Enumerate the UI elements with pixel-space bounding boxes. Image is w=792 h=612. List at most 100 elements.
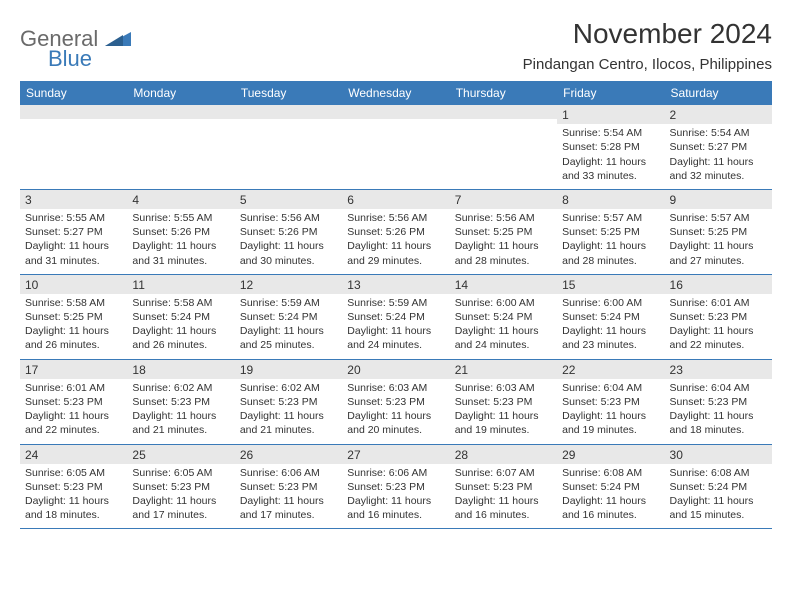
sunrise-text: Sunrise: 6:00 AM [455,296,552,310]
logo-block: General Blue [20,26,131,72]
day-header-monday: Monday [127,81,234,105]
sunrise-text: Sunrise: 6:03 AM [347,381,444,395]
day-number: 12 [235,275,342,294]
page-title: November 2024 [523,18,772,50]
header-row: General Blue November 2024 Pindangan Cen… [20,18,772,73]
sunrise-text: Sunrise: 5:54 AM [562,126,659,140]
daylight-text: Daylight: 11 hours and 16 minutes. [347,494,444,522]
day-number: 29 [557,445,664,464]
sunrise-text: Sunrise: 6:02 AM [240,381,337,395]
day-number: 5 [235,190,342,209]
day-cell: 12 Sunrise: 5:59 AMSunset: 5:24 PMDayligh… [235,274,342,359]
day-number: 16 [665,275,772,294]
day-cell: 9Sunrise: 5:57 AMSunset: 5:25 PMDaylight… [665,189,772,274]
daylight-text: Daylight: 11 hours and 30 minutes. [240,239,337,267]
day-number: 14 [450,275,557,294]
day-number: 7 [450,190,557,209]
day-number: 24 [20,445,127,464]
day-header-sunday: Sunday [20,81,127,105]
day-cell [235,105,342,189]
sunset-text: Sunset: 5:25 PM [25,310,122,324]
day-number: 30 [665,445,772,464]
sunset-text: Sunset: 5:24 PM [240,310,337,324]
sunset-text: Sunset: 5:23 PM [670,310,767,324]
daylight-text: Daylight: 11 hours and 20 minutes. [347,409,444,437]
daylight-text: Daylight: 11 hours and 18 minutes. [25,494,122,522]
day-number: 20 [342,360,449,379]
daylight-text: Daylight: 11 hours and 16 minutes. [562,494,659,522]
daylight-text: Daylight: 11 hours and 27 minutes. [670,239,767,267]
day-cell: 10Sunrise: 5:58 AMSunset: 5:25 PMDayligh… [20,274,127,359]
day-number: 1 [557,105,664,124]
day-cell: 19 Sunrise: 6:02 AMSunset: 5:23 PMDayligh… [235,359,342,444]
sunset-text: Sunset: 5:23 PM [25,395,122,409]
day-cell: 5Sunrise: 5:56 AMSunset: 5:26 PMDaylight… [235,189,342,274]
daylight-text: Daylight: 11 hours and 25 minutes. [240,324,337,352]
sunset-text: Sunset: 5:23 PM [132,480,229,494]
week-row: 10Sunrise: 5:58 AMSunset: 5:25 PMDayligh… [20,274,772,359]
sunrise-text: Sunrise: 5:56 AM [455,211,552,225]
sunrise-text: Sunrise: 5:54 AM [670,126,767,140]
daylight-text: Daylight: 11 hours and 23 minutes. [562,324,659,352]
sunrise-text: Sunrise: 6:03 AM [455,381,552,395]
daylight-text: Daylight: 11 hours and 21 minutes. [240,409,337,437]
sunrise-text: Sunrise: 6:08 AM [670,466,767,480]
sunset-text: Sunset: 5:25 PM [455,225,552,239]
sunrise-text: Sunrise: 5:58 AM [25,296,122,310]
day-cell: 2Sunrise: 5:54 AMSunset: 5:27 PMDaylight… [665,105,772,189]
sunrise-text: Sunrise: 5:55 AM [25,211,122,225]
sunset-text: Sunset: 5:23 PM [347,395,444,409]
day-number: 4 [127,190,234,209]
daylight-text: Daylight: 11 hours and 31 minutes. [25,239,122,267]
sunset-text: Sunset: 5:24 PM [347,310,444,324]
day-header-saturday: Saturday [665,81,772,105]
daylight-text: Daylight: 11 hours and 28 minutes. [562,239,659,267]
day-number: 19 [235,360,342,379]
day-cell: 7 Sunrise: 5:56 AMSunset: 5:25 PMDaylight… [450,189,557,274]
day-cell: 11Sunrise: 5:58 AMSunset: 5:24 PMDayligh… [127,274,234,359]
sunrise-text: Sunrise: 5:56 AM [240,211,337,225]
day-number: 8 [557,190,664,209]
sunrise-text: Sunrise: 6:00 AM [562,296,659,310]
sunset-text: Sunset: 5:28 PM [562,140,659,154]
daylight-text: Daylight: 11 hours and 31 minutes. [132,239,229,267]
day-number: 2 [665,105,772,124]
day-cell: 15Sunrise: 6:00 AMSunset: 5:24 PMDayligh… [557,274,664,359]
day-number: 17 [20,360,127,379]
day-header-wednesday: Wednesday [342,81,449,105]
sunrise-text: Sunrise: 5:58 AM [132,296,229,310]
week-row: 24Sunrise: 6:05 AMSunset: 5:23 PMDayligh… [20,444,772,529]
calendar-page: General Blue November 2024 Pindangan Cen… [0,0,792,539]
sunset-text: Sunset: 5:27 PM [670,140,767,154]
day-cell: 13Sunrise: 5:59 AMSunset: 5:24 PMDayligh… [342,274,449,359]
daylight-text: Daylight: 11 hours and 24 minutes. [455,324,552,352]
sunrise-text: Sunrise: 6:04 AM [562,381,659,395]
sunrise-text: Sunrise: 5:57 AM [562,211,659,225]
brand-logo: General Blue [20,26,131,72]
day-number: 15 [557,275,664,294]
sunrise-text: Sunrise: 5:59 AM [240,296,337,310]
sunrise-text: Sunrise: 5:55 AM [132,211,229,225]
day-cell: 6Sunrise: 5:56 AMSunset: 5:26 PMDaylight… [342,189,449,274]
day-cell [450,105,557,189]
sunset-text: Sunset: 5:23 PM [670,395,767,409]
sunset-text: Sunset: 5:23 PM [455,395,552,409]
daylight-text: Daylight: 11 hours and 18 minutes. [670,409,767,437]
sunset-text: Sunset: 5:27 PM [25,225,122,239]
sunset-text: Sunset: 5:23 PM [25,480,122,494]
daylight-text: Daylight: 11 hours and 28 minutes. [455,239,552,267]
day-cell: 16Sunrise: 6:01 AMSunset: 5:23 PMDayligh… [665,274,772,359]
sunrise-text: Sunrise: 6:06 AM [347,466,444,480]
daylight-text: Daylight: 11 hours and 22 minutes. [25,409,122,437]
day-number: 18 [127,360,234,379]
sunset-text: Sunset: 5:23 PM [455,480,552,494]
sunset-text: Sunset: 5:24 PM [455,310,552,324]
day-cell: 30Sunrise: 6:08 AMSunset: 5:24 PMDayligh… [665,444,772,529]
day-cell: 18Sunrise: 6:02 AMSunset: 5:23 PMDayligh… [127,359,234,444]
day-cell: 26Sunrise: 6:06 AMSunset: 5:23 PMDayligh… [235,444,342,529]
sunset-text: Sunset: 5:26 PM [347,225,444,239]
daylight-text: Daylight: 11 hours and 16 minutes. [455,494,552,522]
sunset-text: Sunset: 5:24 PM [562,480,659,494]
sunset-text: Sunset: 5:23 PM [240,395,337,409]
daylight-text: Daylight: 11 hours and 33 minutes. [562,155,659,183]
